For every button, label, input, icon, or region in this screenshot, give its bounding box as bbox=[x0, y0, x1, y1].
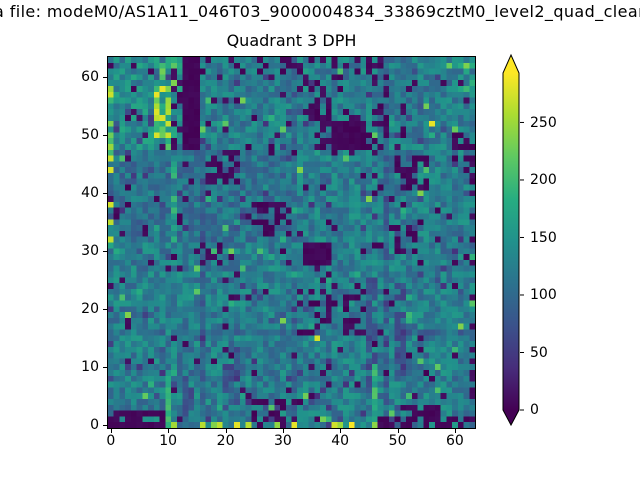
y-tick-mark bbox=[103, 367, 107, 369]
x-tick-mark bbox=[340, 429, 342, 433]
x-tick-label: 40 bbox=[331, 433, 350, 449]
y-tick-label: 0 bbox=[90, 417, 99, 434]
colorbar-tick-label: 50 bbox=[530, 344, 548, 361]
y-tick-label: 30 bbox=[81, 243, 99, 260]
x-tick-label: 0 bbox=[106, 433, 116, 449]
colorbar-tick-label: 0 bbox=[530, 402, 539, 418]
x-tick-label: 10 bbox=[159, 433, 178, 449]
x-tick-mark bbox=[282, 429, 284, 433]
x-tick-label: 60 bbox=[445, 433, 464, 449]
y-tick-mark bbox=[103, 309, 107, 311]
y-tick-mark bbox=[103, 425, 107, 427]
y-tick-label: 60 bbox=[81, 69, 99, 86]
y-tick-mark bbox=[103, 135, 107, 137]
y-tick-mark bbox=[103, 77, 107, 79]
file-title: a file: modeM0/AS1A11_046T03_9000004834_… bbox=[0, 2, 640, 21]
x-tick-mark bbox=[110, 429, 112, 433]
y-tick-mark bbox=[103, 193, 107, 195]
y-tick-label: 40 bbox=[81, 185, 99, 202]
colorbar-tick-label: 200 bbox=[530, 172, 557, 188]
colorbar-tick-label: 150 bbox=[530, 229, 557, 246]
y-tick-label: 20 bbox=[81, 301, 99, 318]
x-tick-label: 20 bbox=[216, 433, 235, 449]
plot-title: Quadrant 3 DPH bbox=[226, 31, 357, 50]
colorbar bbox=[502, 53, 524, 427]
y-tick-label: 10 bbox=[81, 359, 99, 376]
x-tick-label: 30 bbox=[273, 433, 292, 449]
x-tick-mark bbox=[168, 429, 170, 433]
heatmap-image bbox=[108, 57, 475, 428]
x-tick-mark bbox=[397, 429, 399, 433]
x-tick-label: 50 bbox=[388, 433, 407, 449]
x-tick-mark bbox=[225, 429, 227, 433]
colorbar-tick-label: 100 bbox=[530, 287, 557, 303]
y-tick-mark bbox=[103, 251, 107, 253]
x-tick-mark bbox=[454, 429, 456, 433]
y-tick-label: 50 bbox=[81, 127, 99, 144]
colorbar-tick-label: 250 bbox=[530, 114, 557, 131]
colorbar-gradient bbox=[502, 53, 520, 427]
